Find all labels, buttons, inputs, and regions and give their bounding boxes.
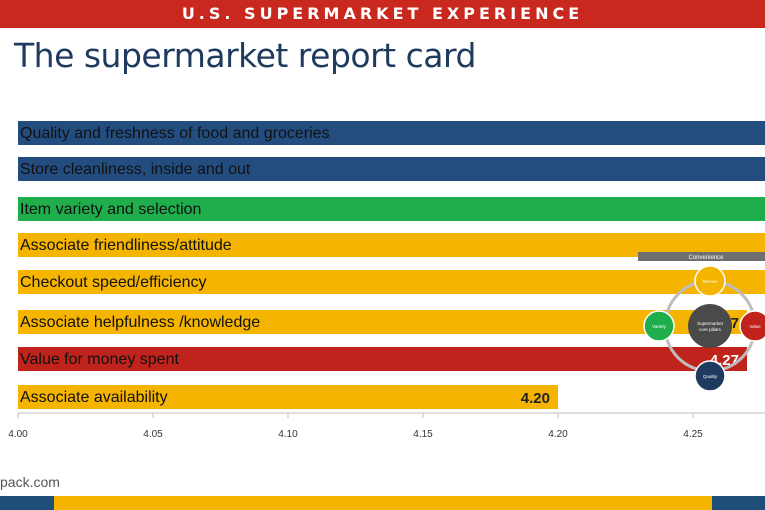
bar-category-label: Associate friendliness/attitude: [20, 237, 232, 254]
x-tick-label: 4.25: [683, 429, 703, 440]
page-title: The supermarket report card: [14, 36, 476, 75]
inset-center-circle: [688, 304, 732, 348]
bar-category-label: Associate helpfulness /knowledge: [20, 314, 260, 331]
inset-node-label: Variety: [652, 324, 666, 329]
inset-node-label: Service: [702, 279, 718, 284]
banner: U.S. SUPERMARKET EXPERIENCE: [0, 0, 765, 28]
bar-category-label: Quality and freshness of food and grocer…: [20, 125, 330, 142]
bar-category-label: Checkout speed/efficiency: [20, 274, 206, 291]
x-tick-label: 4.20: [548, 429, 568, 440]
bar-category-label: Associate availability: [20, 389, 168, 406]
bar-value-label: 4.20: [521, 390, 550, 407]
bar-category-label: Value for money spent: [20, 351, 179, 368]
inset-node: [694, 265, 726, 297]
bar: [18, 310, 747, 334]
bar: [18, 121, 765, 145]
footer-strip: [0, 496, 765, 510]
bar: [18, 197, 765, 221]
inset-title-bar: [638, 252, 765, 261]
x-tick-label: 4.10: [278, 429, 298, 440]
inset-node: [739, 310, 765, 342]
inset-center-label: core pillars: [699, 327, 722, 332]
bar-category-label: Item variety and selection: [20, 201, 201, 218]
bar: [18, 270, 765, 294]
bar: [18, 157, 765, 181]
inset-title: Convenience: [688, 255, 724, 261]
inset-center-label: Supermarket: [697, 321, 724, 326]
bar: [18, 385, 558, 409]
bar: [18, 347, 747, 371]
footer-strip-block: [0, 496, 54, 510]
x-tick-label: 4.05: [143, 429, 163, 440]
footer-strip-block: [712, 496, 765, 510]
x-tick-label: 4.15: [413, 429, 433, 440]
inset-node-label: Quality: [703, 374, 718, 379]
inset-node: [694, 360, 726, 392]
bar-category-label: Store cleanliness, inside and out: [20, 161, 251, 178]
x-tick-label: 4.00: [8, 429, 28, 440]
inset-node: [643, 310, 675, 342]
source-text: pack.com: [0, 474, 60, 490]
inset-node-label: Value: [749, 324, 761, 329]
